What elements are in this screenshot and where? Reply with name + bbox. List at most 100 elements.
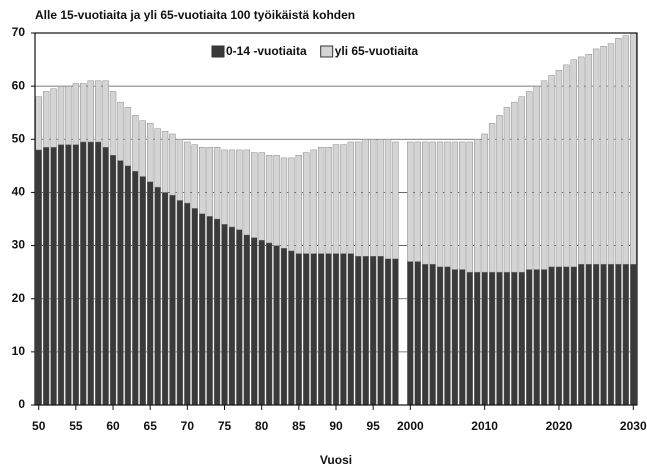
bar-segment — [191, 144, 198, 209]
bar-segment — [87, 80, 94, 143]
bar-segment — [184, 141, 191, 204]
bar-segment — [436, 141, 444, 268]
y-tick-label: 50 — [12, 131, 26, 145]
y-tick-label: 60 — [12, 78, 26, 92]
bar-segment — [451, 141, 459, 270]
bar-segment — [488, 271, 496, 406]
bar-segment — [429, 263, 436, 406]
bar-segment — [42, 91, 50, 148]
bar-segment — [65, 85, 72, 145]
bar-segment — [630, 263, 637, 406]
bar-segment — [325, 147, 332, 254]
bar-segment — [273, 245, 280, 406]
y-tick-label: 0 — [18, 397, 25, 411]
x-tick-label: 75 — [218, 419, 232, 433]
bar-segment — [325, 253, 332, 406]
bar-segment — [600, 263, 607, 406]
bar-segment — [303, 152, 310, 254]
bar-segment — [199, 213, 206, 406]
bar-segment — [258, 152, 265, 241]
bar-segment — [377, 256, 384, 406]
bar-segment — [347, 253, 355, 406]
x-tick-label: 55 — [69, 419, 83, 433]
bar-segment — [295, 253, 303, 406]
x-tick-label: 2010 — [471, 419, 498, 433]
bar-segment — [72, 83, 80, 145]
bar-segment — [481, 271, 488, 406]
bar-segment — [251, 152, 258, 238]
bar-segment — [154, 128, 161, 188]
bar-segment — [392, 141, 399, 260]
bar-segment — [50, 147, 57, 406]
bar-segment — [600, 46, 607, 265]
y-tick-label: 40 — [12, 185, 26, 199]
bar-segment — [392, 258, 399, 406]
bar-segment — [474, 139, 481, 273]
bar-segment — [563, 64, 570, 268]
bar-segment — [533, 269, 540, 406]
bar-segment — [176, 200, 184, 406]
bar-segment — [124, 165, 132, 406]
bar-segment — [355, 256, 362, 406]
bar-segment — [481, 133, 488, 273]
bar-segment — [206, 147, 213, 217]
bar-segment — [362, 139, 369, 257]
x-tick-label: 95 — [366, 419, 380, 433]
bar-segment — [570, 266, 577, 406]
bar-segment — [102, 80, 109, 148]
bar-segment — [384, 139, 392, 260]
x-tick-label: 50 — [32, 419, 46, 433]
bar-segment — [533, 85, 540, 270]
bar-segment — [332, 144, 340, 254]
legend-swatch — [211, 45, 225, 58]
bar-segment — [317, 147, 325, 254]
bar-segment — [303, 253, 310, 406]
bar-segment — [258, 240, 265, 406]
bar-segment — [199, 147, 206, 214]
bar-segment — [280, 248, 288, 406]
bar-segment — [459, 269, 466, 406]
bar-segment — [35, 149, 42, 406]
bar-segment — [213, 218, 221, 406]
bar-segment — [369, 139, 377, 257]
bar-segment — [288, 157, 295, 252]
bar-segment — [65, 144, 72, 406]
x-tick-label: 70 — [181, 419, 195, 433]
legend-swatch — [320, 45, 334, 58]
bar-segment — [72, 144, 80, 406]
bar-segment — [221, 149, 228, 225]
bar-segment — [347, 141, 355, 254]
bar-segment — [422, 141, 429, 265]
bar-segment — [265, 155, 273, 244]
bar-segment — [466, 271, 473, 406]
x-tick-label: 2020 — [546, 419, 573, 433]
legend-label: 0-14 -vuotiaita — [226, 44, 307, 58]
bar-segment — [444, 266, 451, 406]
bar-segment — [221, 224, 228, 406]
bar-segment — [57, 144, 65, 406]
x-tick-label: 60 — [106, 419, 120, 433]
bar-segment — [154, 186, 161, 406]
bar-segment — [243, 149, 250, 236]
bar-segment — [429, 141, 436, 265]
x-tick-label: 80 — [255, 419, 269, 433]
bar-segment — [310, 253, 317, 406]
bar-segment — [265, 242, 273, 406]
bar-segment — [474, 271, 481, 406]
bar-segment — [451, 269, 459, 406]
bar-segment — [310, 149, 317, 254]
y-tick-label: 10 — [12, 344, 26, 358]
bar-segment — [563, 266, 570, 406]
bar-segment — [607, 43, 615, 265]
bar-segment — [496, 115, 503, 273]
bar-segment — [94, 80, 102, 143]
bar-segment — [578, 56, 585, 265]
bar-segment — [42, 147, 50, 406]
bar-segment — [80, 141, 87, 406]
bar-segment — [243, 234, 250, 406]
bar-segment — [332, 253, 340, 406]
bar-segment — [161, 192, 169, 406]
bar-segment — [295, 155, 303, 254]
bar-segment — [615, 38, 622, 265]
